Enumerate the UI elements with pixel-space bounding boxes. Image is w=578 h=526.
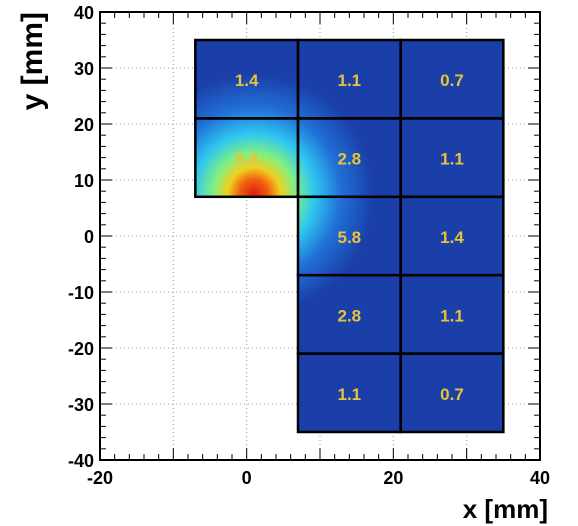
- detector-cell: [399, 352, 505, 434]
- cell-value-label: 1.1: [440, 150, 464, 169]
- x-tick-label: 40: [530, 468, 550, 488]
- cell-value-label: 5.8: [338, 228, 362, 247]
- x-tick-label: 20: [383, 468, 403, 488]
- cell-value-label: 1.1: [338, 71, 362, 90]
- y-tick-label: 30: [74, 59, 94, 79]
- cell-labels: 1.4 1.1 0.7 5.8 2.8 1.1 5.8 1.4 2.8 1.1 1.1 0.7: [235, 71, 465, 404]
- y-tick-label: -40: [68, 451, 94, 471]
- y-tick-label: 20: [74, 115, 94, 135]
- cell-value-label: 2.8: [338, 150, 362, 169]
- cell-value-label: 0.7: [440, 71, 464, 90]
- y-tick-label: 40: [74, 3, 94, 23]
- detector-cells: [194, 38, 505, 434]
- x-tick-label: -20: [87, 468, 113, 488]
- y-tick-label: -20: [68, 339, 94, 359]
- y-tick-label: 10: [74, 171, 94, 191]
- tick-labels: -20 0 20 40 -40 -30 -20 -10 0 10 20 30 40: [68, 3, 550, 488]
- cell-value-label: 1.4: [235, 71, 259, 90]
- x-axis-title: x [mm]: [463, 494, 548, 524]
- cell-value-label: 1.1: [440, 306, 464, 325]
- y-tick-label: -10: [68, 283, 94, 303]
- y-tick-label: -30: [68, 395, 94, 415]
- axes-box: [99, 11, 541, 461]
- cell-value-label: 0.7: [440, 385, 464, 404]
- cell-value-label: 2.8: [338, 306, 362, 325]
- cell-value-label: 1.4: [440, 228, 464, 247]
- x-tick-label: 0: [242, 468, 252, 488]
- y-axis-title: y [mm]: [16, 12, 49, 110]
- cell-value-label: 1.1: [338, 385, 362, 404]
- y-tick-label: 0: [84, 227, 94, 247]
- cell-value-label: 5.8: [235, 150, 259, 169]
